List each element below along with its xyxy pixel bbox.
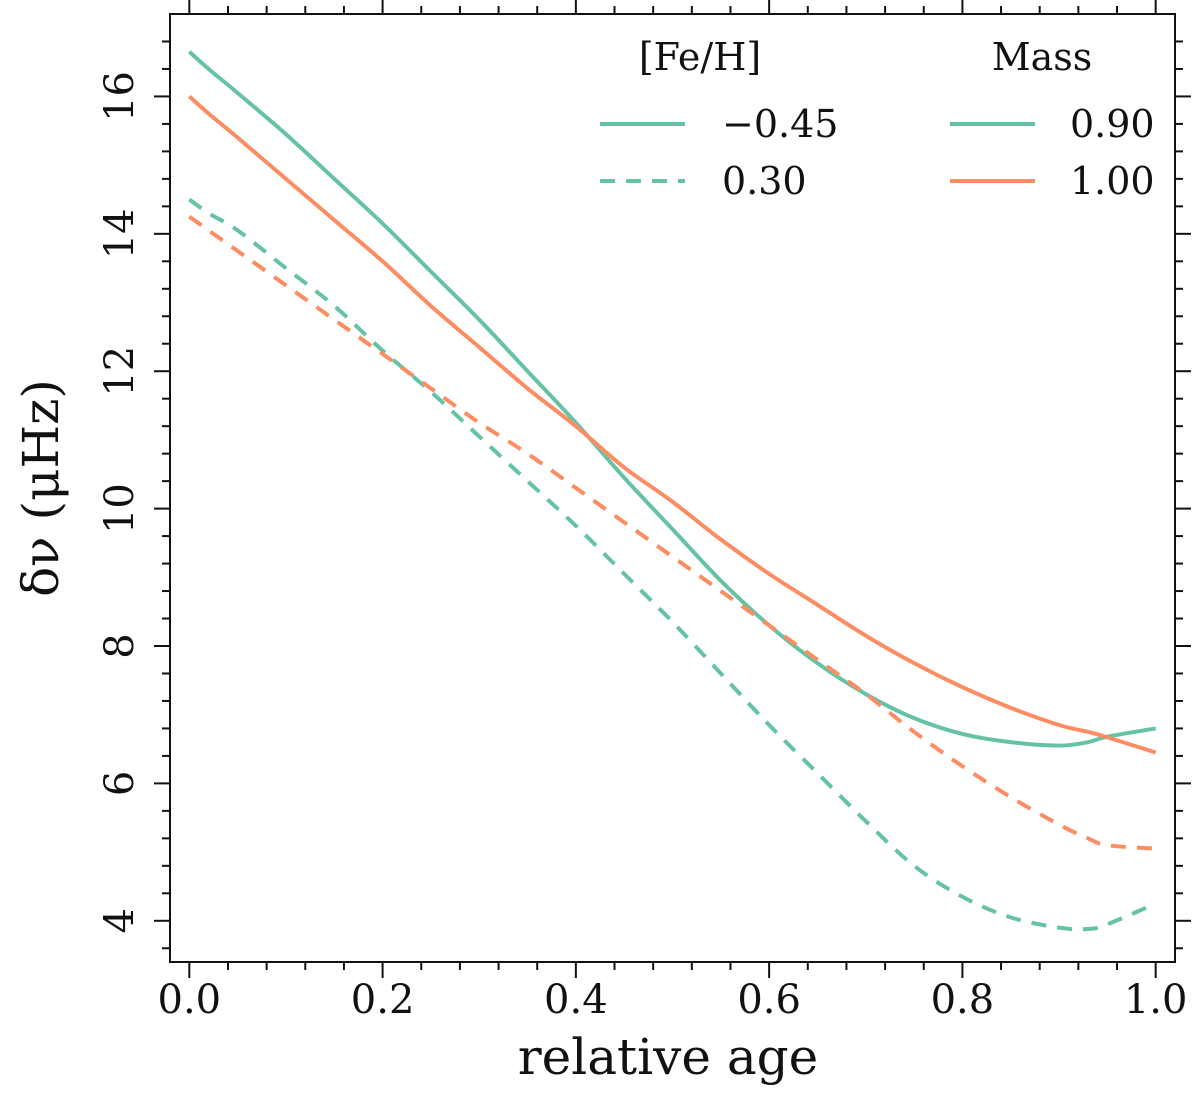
axis-ticks xyxy=(154,0,1191,978)
plot-frame xyxy=(169,13,1176,963)
x-tick-label: 1.0 xyxy=(1124,977,1188,1023)
x-tick-label: 0.2 xyxy=(351,977,415,1023)
series-line-3 xyxy=(188,197,1157,932)
legend-feh-entry-2-label: 0.30 xyxy=(722,159,807,203)
x-tick-label: 0.6 xyxy=(737,977,801,1023)
x-tick-label: 0.0 xyxy=(158,977,222,1023)
series-line-2 xyxy=(187,94,1157,755)
legend-mass-entry-2-label: 1.00 xyxy=(1070,159,1155,203)
legend-mass-entry-1-label: 0.90 xyxy=(1070,102,1155,146)
x-axis-title: relative age xyxy=(518,1028,819,1086)
y-tick-label: 12 xyxy=(97,346,143,397)
legend-feh-title: [Fe/H] xyxy=(639,35,761,79)
y-tick-label: 4 xyxy=(97,908,143,933)
y-tick-label: 8 xyxy=(97,633,143,658)
x-tick-label: 0.4 xyxy=(544,977,608,1023)
legend: [Fe/H] Mass −0.45 0.30 0.90 1.00 xyxy=(600,35,1155,203)
x-tick-label: 0.8 xyxy=(931,977,995,1023)
data-series xyxy=(187,50,1157,932)
y-axis-title: δν (μHz) xyxy=(12,379,70,597)
y-tick-label: 16 xyxy=(97,71,143,122)
tick-labels: 0.0 0.2 0.4 0.6 0.8 1.0 4 6 8 10 12 14 16 xyxy=(97,71,1187,1023)
legend-feh-entry-1-label: −0.45 xyxy=(722,102,838,146)
y-tick-label: 10 xyxy=(97,483,143,534)
y-tick-label: 14 xyxy=(97,208,143,259)
series-line-4 xyxy=(188,215,1156,851)
legend-mass-title: Mass xyxy=(992,35,1093,79)
y-tick-label: 6 xyxy=(97,771,143,796)
series-line-1 xyxy=(188,50,1157,748)
